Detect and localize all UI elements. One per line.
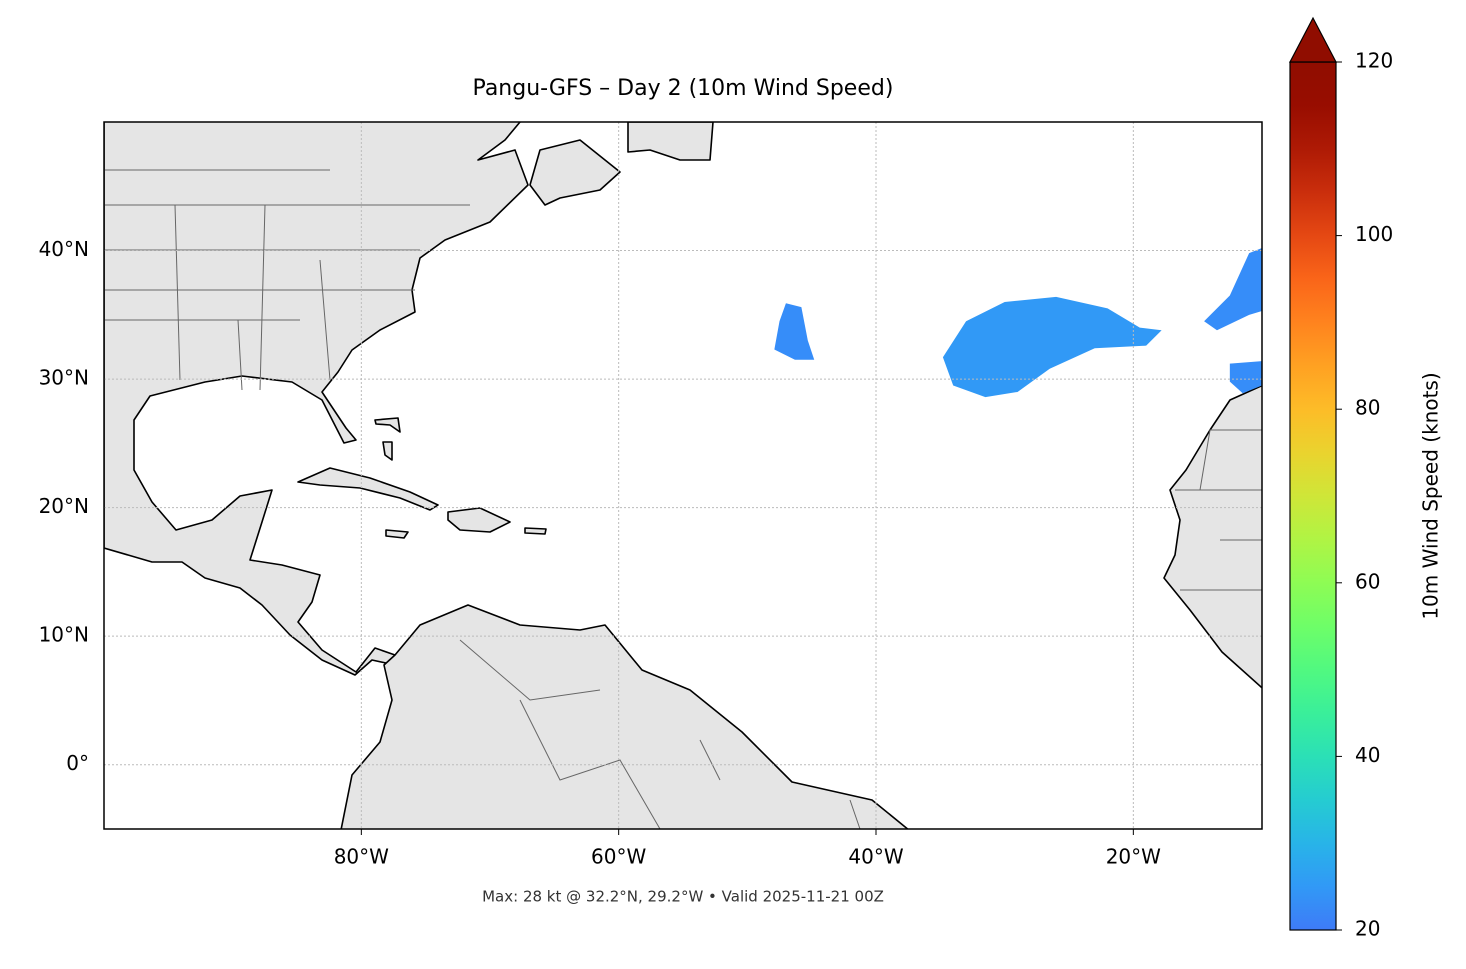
wind-layer: [774, 247, 1262, 398]
wind-area: [1229, 361, 1262, 394]
x-tick-label: 40°W: [848, 845, 903, 869]
y-tick-label: 0°: [66, 751, 89, 775]
land: [104, 122, 1262, 829]
north-america: [104, 122, 529, 676]
puerto-rico: [524, 527, 547, 535]
wind-area: [942, 296, 1162, 398]
south-america: [340, 604, 909, 829]
chart-title: Pangu-GFS – Day 2 (10m Wind Speed): [473, 76, 894, 101]
colorbar-extension: [1289, 16, 1337, 63]
wind-area: [774, 303, 815, 360]
borders: [104, 169, 1262, 829]
footer-note: Max: 28 kt @ 32.2°N, 29.2°W • Valid 2025…: [482, 888, 884, 906]
jamaica: [385, 529, 409, 539]
x-tick-label: 20°W: [1106, 845, 1161, 869]
x-tick-label: 80°W: [334, 845, 389, 869]
colorbar-tick-label: 20: [1355, 917, 1380, 941]
y-tick-label: 40°N: [39, 237, 89, 261]
colorbar-tick-label: 60: [1355, 569, 1380, 593]
y-tick-label: 20°N: [39, 494, 89, 518]
y-tick-label: 30°N: [39, 366, 89, 390]
colorbar-label: 10m Wind Speed (knots): [1419, 372, 1443, 619]
africa: [1163, 384, 1262, 689]
colorbar-tick-label: 100: [1355, 222, 1393, 246]
y-tick-label: 10°N: [39, 623, 89, 647]
colorbar-tick-label: 120: [1355, 49, 1393, 73]
canada-east: [529, 122, 714, 206]
wind-area: [1204, 247, 1262, 331]
map-frame: [103, 121, 1263, 830]
bahamas: [374, 417, 401, 461]
grid: [104, 122, 1262, 829]
colorbar-tick-label: 80: [1355, 396, 1380, 420]
colorbar: [1289, 61, 1337, 931]
colorbar-tick-label: 40: [1355, 743, 1380, 767]
x-tick-label: 60°W: [591, 845, 646, 869]
